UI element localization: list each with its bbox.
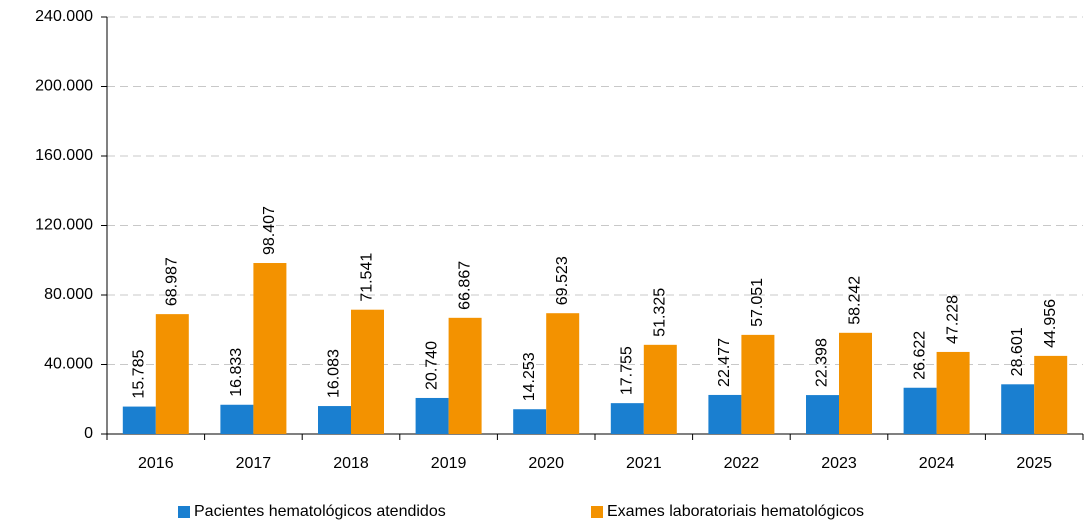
value-label: 57.051 [749, 278, 766, 327]
value-label: 66.867 [456, 261, 473, 310]
x-tick-label: 2025 [1016, 455, 1052, 472]
value-label: 16.083 [326, 349, 343, 398]
bar [839, 332, 872, 434]
bar [643, 344, 677, 434]
x-tick-label: 2019 [431, 455, 467, 472]
bar [122, 406, 156, 434]
bar [610, 403, 644, 434]
legend-swatch [591, 506, 603, 518]
y-tick-label: 0 [84, 425, 93, 442]
bar [936, 351, 970, 434]
value-label: 15.785 [131, 350, 148, 399]
bar [415, 397, 449, 434]
value-label: 69.523 [554, 256, 571, 305]
x-tick-label: 2022 [724, 455, 760, 472]
bar [741, 334, 775, 434]
value-label: 26.622 [911, 331, 928, 380]
bar [1001, 384, 1035, 434]
bar [351, 309, 384, 434]
x-tick-label: 2021 [626, 455, 662, 472]
x-tick-label: 2017 [236, 455, 272, 472]
y-tick-label: 200.000 [35, 78, 93, 95]
value-label: 68.987 [164, 257, 181, 306]
value-label: 20.740 [423, 341, 440, 390]
bar [253, 263, 287, 434]
bar [318, 406, 351, 434]
legend-label: Pacientes hematológicos atendidos [194, 503, 446, 520]
bar [155, 314, 189, 434]
value-label: 17.755 [619, 346, 636, 395]
value-label: 71.541 [359, 253, 376, 302]
legend-swatch [178, 506, 190, 518]
bar [513, 409, 547, 434]
bar [220, 404, 254, 434]
x-tick-label: 2018 [333, 455, 369, 472]
value-label: 58.242 [847, 276, 864, 325]
value-label: 16.833 [228, 348, 245, 397]
value-label: 22.398 [814, 338, 831, 387]
y-tick-label: 160.000 [35, 147, 93, 164]
y-tick-label: 40.000 [44, 356, 93, 373]
value-label: 98.407 [261, 206, 278, 255]
value-label: 47.228 [944, 295, 961, 344]
value-label: 28.601 [1009, 327, 1026, 376]
bar [546, 313, 580, 434]
bar [1034, 355, 1068, 434]
y-tick-label: 80.000 [44, 286, 93, 303]
value-label: 51.325 [652, 288, 669, 337]
x-tick-label: 2016 [138, 455, 174, 472]
x-tick-label: 2024 [919, 455, 955, 472]
y-tick-label: 120.000 [35, 217, 93, 234]
bar [903, 387, 937, 434]
value-label: 22.477 [716, 338, 733, 387]
x-tick-label: 2020 [528, 455, 564, 472]
bar [708, 394, 742, 434]
legend-label: Exames laboratoriais hematológicos [607, 503, 864, 520]
y-tick-label: 240.000 [35, 8, 93, 25]
value-label: 14.253 [521, 352, 538, 401]
value-label: 44.956 [1042, 299, 1059, 348]
bar [448, 317, 482, 434]
bar [806, 395, 839, 434]
x-tick-label: 2023 [821, 455, 857, 472]
